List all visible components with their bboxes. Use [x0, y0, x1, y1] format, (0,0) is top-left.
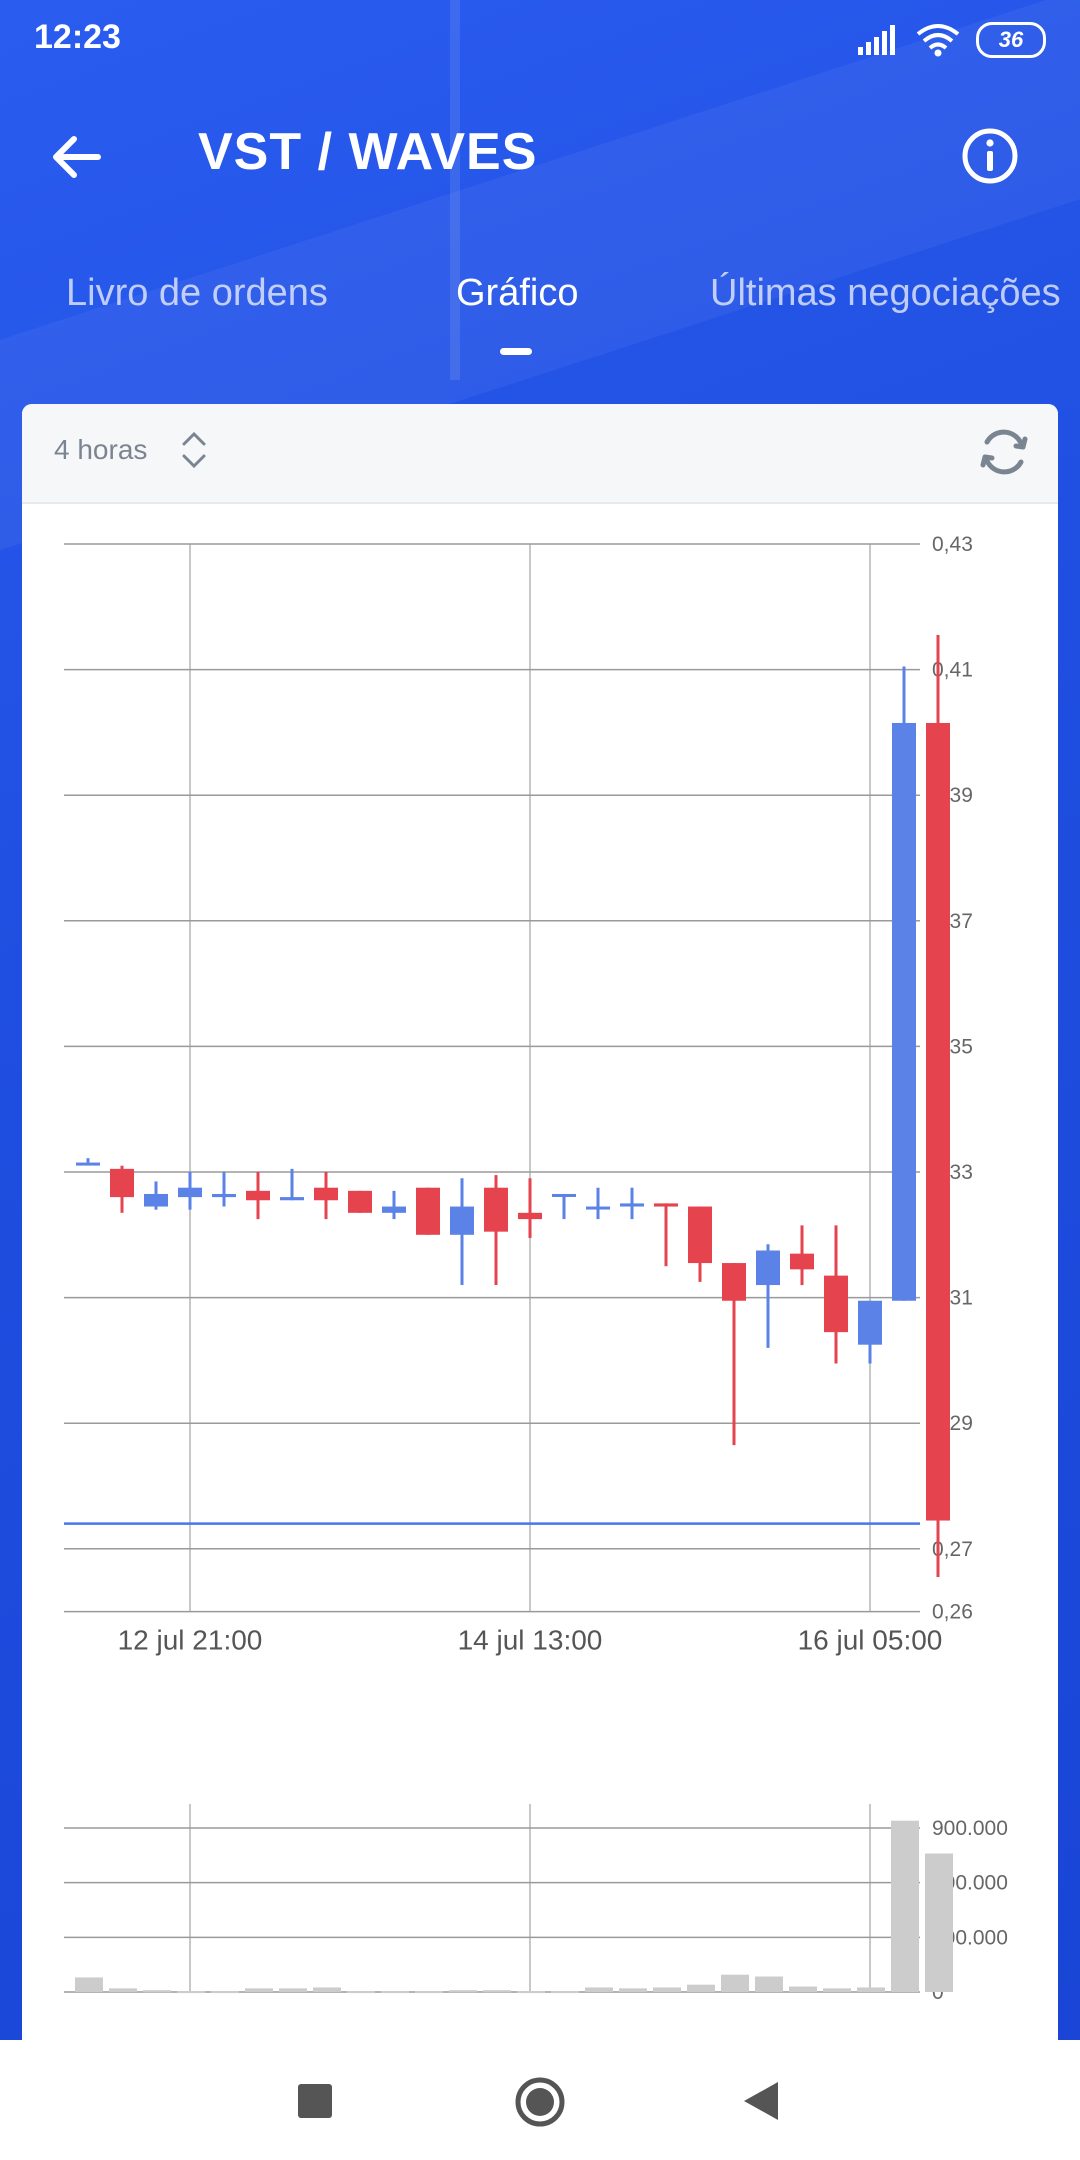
volume-bar	[483, 1990, 511, 1993]
time-axis-label: 12 jul 21:00	[118, 1625, 263, 1656]
price-tick-label: 0,26	[932, 1601, 973, 1624]
volume-bar	[415, 1991, 443, 1994]
battery-icon: 36	[976, 22, 1046, 58]
volume-bar	[245, 1988, 273, 1992]
volume-tick-label: 0	[932, 1981, 944, 2004]
volume-bar	[687, 1984, 715, 1992]
candle-body	[484, 1187, 508, 1232]
home-icon[interactable]	[514, 2076, 566, 2128]
chevron-up-down-icon[interactable]	[180, 430, 208, 470]
candle-body	[314, 1187, 338, 1201]
system-nav-bar	[0, 2040, 1080, 2160]
tab-order-book[interactable]: Livro de ordens	[66, 272, 328, 314]
volume-bar	[211, 1991, 239, 1994]
volume-bar	[619, 1988, 647, 1992]
volume-bar	[75, 1977, 103, 1992]
candle-body	[586, 1206, 610, 1210]
volume-bar	[177, 1991, 205, 1994]
background-stripe	[450, 0, 460, 380]
volume-bar	[823, 1988, 851, 1992]
candle-body	[926, 722, 950, 1521]
info-icon[interactable]	[958, 124, 1022, 188]
status-icons: 36	[858, 18, 1046, 62]
volume-bar	[449, 1990, 477, 1993]
candle-body	[790, 1253, 814, 1270]
candle-body	[722, 1263, 746, 1301]
chart-card: 4 horas 0,43 0,41 0,39 0,37 0,35 0,33 0,31 0,29…	[22, 404, 1058, 2040]
candle-body	[824, 1275, 848, 1333]
candle-body	[654, 1203, 678, 1207]
volume-bar	[347, 1991, 375, 1994]
wifi-icon	[916, 24, 960, 57]
time-axis-label: 16 jul 05:00	[798, 1625, 943, 1656]
app-bar: VST / WAVES	[0, 100, 1080, 210]
chart-toolbar: 4 horas	[22, 404, 1058, 504]
candle-body	[756, 1250, 780, 1286]
volume-bar	[279, 1988, 307, 1992]
volume-bar	[653, 1987, 681, 1992]
back-nav-icon[interactable]	[744, 2082, 778, 2120]
back-arrow-icon[interactable]	[44, 125, 108, 189]
candle-body	[450, 1206, 474, 1235]
active-tab-indicator	[500, 348, 532, 355]
candle-body	[144, 1193, 168, 1207]
candle-body	[382, 1206, 406, 1213]
tab-bar: Livro de ordens Gráfico Últimas negociaç…	[0, 262, 1080, 355]
refresh-icon[interactable]	[976, 424, 1032, 480]
candle-body	[518, 1212, 542, 1220]
volume-bar	[381, 1991, 409, 1994]
tab-last-trades[interactable]: Últimas negociações	[710, 272, 1061, 314]
volume-bar	[925, 1853, 953, 1992]
tab-chart[interactable]: Gráfico	[456, 272, 579, 314]
candle-body	[212, 1193, 236, 1198]
volume-bar	[857, 1987, 885, 1992]
volume-bar	[891, 1820, 919, 1992]
candle-body	[178, 1187, 202, 1198]
volume-bar	[109, 1988, 137, 1992]
status-bar: 12:23 36	[0, 0, 1080, 80]
volume-tick-label: 900.000	[932, 1817, 1008, 1840]
volume-bar	[313, 1987, 341, 1992]
page-title: VST / WAVES	[198, 123, 538, 181]
volume-bar	[755, 1976, 783, 1992]
recent-apps-icon[interactable]	[298, 2084, 332, 2118]
candle-body	[348, 1190, 372, 1213]
price-tick-label: 0,43	[932, 533, 973, 556]
price-chart[interactable]: 0,430,410,390,370,350,330,310,290,270,26…	[22, 404, 1058, 2040]
volume-bar	[585, 1987, 613, 1992]
candle-body	[246, 1190, 270, 1201]
candle-body	[552, 1193, 576, 1197]
price-tick-label: 0,27	[932, 1538, 973, 1561]
candle-body	[416, 1187, 440, 1235]
volume-bar	[789, 1986, 817, 1992]
volume-bar	[721, 1974, 749, 1992]
status-time: 12:23	[34, 18, 121, 56]
candle-body	[892, 722, 916, 1301]
interval-selector[interactable]: 4 horas	[54, 434, 148, 465]
candle-body	[110, 1168, 134, 1198]
candle-body	[858, 1300, 882, 1345]
candle-body	[280, 1197, 304, 1201]
signal-icon	[858, 25, 895, 55]
volume-bar	[143, 1990, 171, 1993]
candle-body	[76, 1162, 100, 1166]
candle-body	[620, 1203, 644, 1207]
time-axis-label: 14 jul 13:00	[458, 1625, 603, 1656]
volume-bar	[517, 1991, 545, 1994]
volume-bar	[551, 1991, 579, 1994]
candle-body	[688, 1206, 712, 1264]
price-tick-label: 0,41	[932, 659, 973, 682]
